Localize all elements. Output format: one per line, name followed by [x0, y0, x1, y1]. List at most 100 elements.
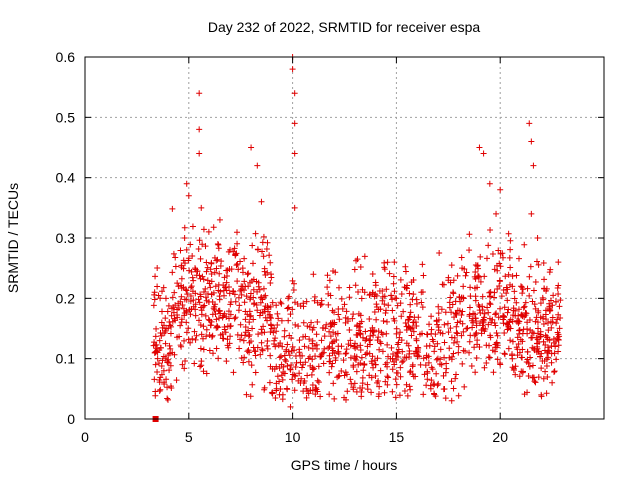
data-point	[322, 325, 329, 332]
data-point	[486, 300, 493, 307]
data-point	[354, 344, 361, 351]
data-point	[360, 367, 367, 374]
data-point	[226, 266, 233, 273]
data-point	[331, 395, 338, 402]
data-point	[179, 361, 186, 368]
data-point	[487, 289, 494, 296]
data-point	[361, 253, 368, 260]
data-point	[246, 319, 253, 326]
data-point	[314, 318, 321, 325]
data-point	[274, 373, 281, 380]
data-point	[437, 329, 444, 336]
data-point	[519, 290, 526, 297]
data-point	[435, 303, 442, 310]
data-point	[547, 297, 554, 304]
data-point	[518, 354, 525, 361]
data-point	[478, 326, 485, 333]
data-point	[544, 344, 551, 351]
data-point	[333, 337, 340, 344]
data-point	[468, 362, 475, 369]
data-point	[237, 321, 244, 328]
data-point	[542, 332, 549, 339]
data-point	[420, 355, 427, 362]
y-tick-label: 0.3	[56, 230, 76, 246]
data-point	[257, 309, 264, 316]
data-point	[406, 313, 413, 320]
data-point	[300, 380, 307, 387]
data-point	[224, 323, 231, 330]
data-point	[356, 330, 363, 337]
data-point	[181, 365, 188, 372]
data-point	[183, 287, 190, 294]
data-point	[473, 355, 480, 362]
data-point	[277, 386, 284, 393]
data-point	[258, 326, 265, 333]
data-point	[366, 315, 373, 322]
data-point	[197, 255, 204, 262]
data-point	[173, 377, 180, 384]
data-point	[216, 270, 223, 277]
data-point	[514, 346, 521, 353]
data-point	[243, 293, 250, 300]
data-point	[425, 359, 432, 366]
data-point	[289, 277, 296, 284]
data-point	[184, 291, 191, 298]
data-point	[154, 368, 161, 375]
data-point	[376, 383, 383, 390]
data-point	[455, 392, 462, 399]
data-point	[196, 299, 203, 306]
data-point	[394, 354, 401, 361]
data-point	[428, 313, 435, 320]
data-point	[207, 284, 214, 291]
data-point	[330, 329, 337, 336]
data-point	[246, 331, 253, 338]
data-point	[281, 327, 288, 334]
data-point	[164, 395, 171, 402]
data-point	[303, 298, 310, 305]
data-point	[398, 290, 405, 297]
data-point	[532, 379, 539, 386]
data-point	[516, 349, 523, 356]
data-point	[441, 321, 448, 328]
data-point	[446, 304, 453, 311]
data-point	[458, 294, 465, 301]
data-point	[514, 317, 521, 324]
data-point	[421, 371, 428, 378]
data-point	[264, 269, 271, 276]
data-point	[263, 246, 270, 253]
data-point	[481, 310, 488, 317]
data-point	[455, 343, 462, 350]
data-point	[459, 320, 466, 327]
data-point	[257, 351, 264, 358]
data-point	[556, 325, 563, 332]
data-point	[461, 383, 468, 390]
data-point	[512, 371, 519, 378]
data-point	[434, 321, 441, 328]
data-point	[445, 277, 452, 284]
data-point	[247, 312, 254, 319]
data-point	[393, 381, 400, 388]
data-point	[545, 354, 552, 361]
data-point	[415, 345, 422, 352]
data-point	[480, 150, 487, 157]
data-point	[309, 337, 316, 344]
data-point	[181, 312, 188, 319]
data-point	[252, 230, 259, 237]
data-point	[278, 317, 285, 324]
data-point	[354, 322, 361, 329]
data-point	[358, 393, 365, 400]
data-point	[220, 335, 227, 342]
data-point	[315, 363, 322, 370]
x-tick-label: 0	[81, 429, 89, 445]
data-point	[496, 282, 503, 289]
data-point	[221, 326, 228, 333]
data-point	[200, 289, 207, 296]
data-point	[384, 373, 391, 380]
data-point	[201, 302, 208, 309]
data-point	[458, 254, 465, 261]
data-point	[453, 310, 460, 317]
data-point	[373, 303, 380, 310]
data-point	[364, 381, 371, 388]
data-point	[454, 319, 461, 326]
data-point	[462, 348, 469, 355]
